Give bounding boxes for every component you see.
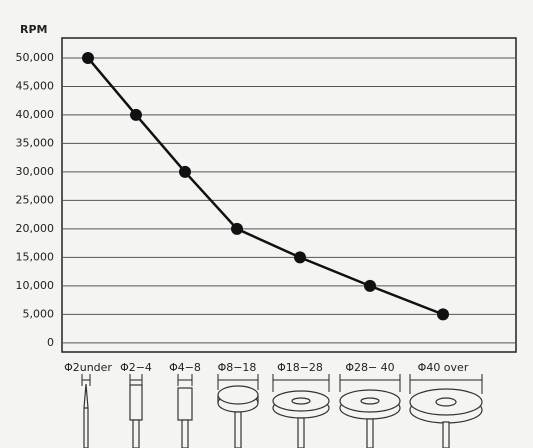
data-point	[130, 108, 142, 121]
y-tick-label: 30,000	[16, 165, 55, 178]
y-tick-label: 40,000	[16, 108, 55, 121]
tool-icons	[83, 383, 483, 448]
y-tick-label: 5,000	[23, 307, 55, 320]
y-tick-label: 15,000	[16, 250, 55, 263]
data-point	[231, 222, 243, 235]
plot-frame	[61, 37, 517, 353]
x-tick-label: Φ2−4	[120, 361, 152, 374]
data-point	[179, 165, 191, 178]
x-tick-label: Φ4−8	[169, 361, 201, 374]
y-tick-label: 35,000	[16, 136, 55, 149]
x-tick-label: Φ18−28	[277, 361, 323, 374]
y-tick-label: 0	[47, 336, 54, 349]
x-tick-label: Φ2under	[64, 361, 112, 374]
data-point	[437, 308, 449, 321]
x-tick-label: Φ40 over	[418, 361, 469, 374]
y-tick-label: 25,000	[16, 193, 55, 206]
y-tick-label: 10,000	[16, 279, 55, 292]
data-point	[364, 279, 376, 292]
data-point	[82, 51, 94, 64]
y-tick-label: 20,000	[16, 222, 55, 235]
x-tick-label: Φ28− 40	[345, 361, 394, 374]
y-tick-label: 45,000	[16, 79, 55, 92]
x-tick-label: Φ8−18	[218, 361, 257, 374]
y-tick-label: 50,000	[16, 51, 55, 64]
data-point	[294, 251, 306, 264]
y-axis-label: RPM	[20, 23, 47, 36]
size-brackets	[81, 374, 483, 394]
